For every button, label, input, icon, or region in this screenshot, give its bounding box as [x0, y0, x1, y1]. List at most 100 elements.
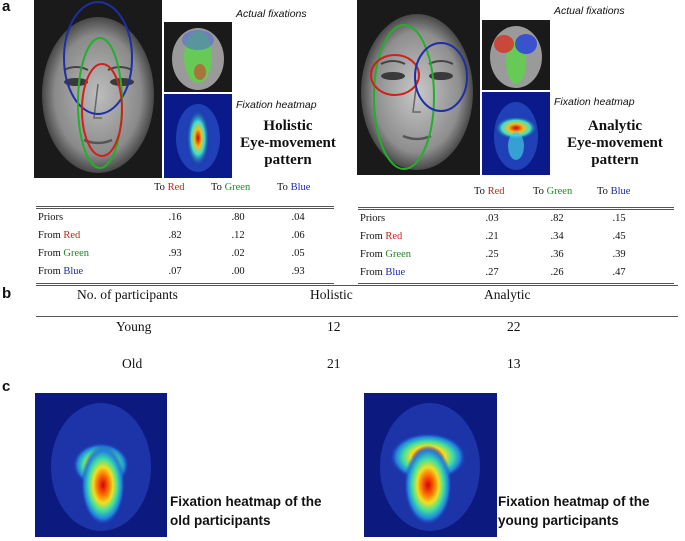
holistic-table-top-rule-2	[36, 208, 334, 209]
participants-row-holistic: 12	[327, 319, 341, 334]
analytic-actual-fixations-label: Actual fixations	[554, 5, 625, 17]
col-header-prefix: To	[474, 186, 485, 197]
holistic-col-header: To Blue	[277, 182, 310, 193]
old-participants-heatmap	[35, 393, 167, 537]
analytic-row-label: From Green	[360, 249, 411, 260]
holistic-heatmap-graphic	[176, 104, 220, 172]
analytic-table-top-rule	[358, 207, 674, 208]
analytic-cell: .27	[485, 267, 499, 278]
holistic-col-header: To Green	[211, 182, 250, 193]
panel-letter-c: c	[2, 378, 11, 395]
col-header-prefix: To	[597, 186, 608, 197]
analytic-cell: .03	[485, 213, 499, 224]
young-heatmap-graphic	[380, 403, 480, 531]
row-label-color-word: Red	[63, 230, 81, 241]
holistic-heatmap-label: Fixation heatmap	[236, 99, 317, 111]
holistic-pattern-title: Holistic Eye-movement pattern	[232, 118, 344, 169]
row-label-color-word: Blue	[63, 266, 84, 277]
analytic-cell: .39	[612, 249, 626, 260]
panel-letter-b: b	[2, 285, 12, 302]
holistic-cell: .93	[168, 248, 182, 259]
row-label-color-word: Green	[385, 249, 412, 260]
holistic-row-label: From Red	[38, 230, 80, 241]
holistic-cell: .05	[291, 248, 305, 259]
col-header-color-word: Red	[167, 182, 185, 193]
participants-row-analytic: 22	[507, 319, 521, 334]
participants-table-top-rule	[36, 285, 678, 286]
holistic-heatmap-image	[164, 94, 232, 178]
holistic-title-line1: Holistic	[263, 118, 313, 134]
row-label-prefix: Priors	[38, 212, 64, 223]
analytic-fixation-dots	[490, 26, 542, 88]
col-header-color-word: Blue	[610, 186, 631, 197]
participants-row-analytic: 13	[507, 356, 521, 371]
participants-header-rule	[36, 316, 678, 317]
holistic-row-label: From Green	[38, 248, 89, 259]
young-caption-line1: Fixation heatmap of the	[498, 494, 650, 509]
row-label-color-word: Green	[63, 248, 90, 259]
col-header-prefix: To	[277, 182, 288, 193]
row-label-prefix: From	[38, 266, 61, 277]
col-header-color-word: Blue	[290, 182, 311, 193]
analytic-cell: .82	[550, 213, 564, 224]
participants-row-holistic: 21	[327, 356, 341, 371]
holistic-cell: .04	[291, 212, 305, 223]
col-header-color-word: Green	[224, 182, 251, 193]
row-label-prefix: From	[360, 249, 383, 260]
holistic-cell: .12	[231, 230, 245, 241]
analytic-col-header: To Green	[533, 186, 572, 197]
participants-row-group: Young	[116, 319, 152, 334]
row-label-prefix: Priors	[360, 213, 386, 224]
analytic-cell: .34	[550, 231, 564, 242]
analytic-col-header: To Red	[474, 186, 504, 197]
young-heatmap-caption: Fixation heatmap of the young participan…	[498, 492, 650, 530]
col-header-prefix: To	[533, 186, 544, 197]
col-header-prefix: To	[211, 182, 222, 193]
holistic-cell: .16	[168, 212, 182, 223]
holistic-cell: .06	[291, 230, 305, 241]
analytic-heatmap-image	[482, 92, 550, 175]
panel-letter-a: a	[2, 0, 11, 15]
row-label-prefix: From	[38, 230, 61, 241]
analytic-face-image	[357, 0, 480, 175]
old-caption-line2: old participants	[170, 513, 271, 528]
old-heatmap-graphic	[51, 403, 151, 531]
holistic-row-label: From Blue	[38, 266, 83, 277]
old-heatmap-caption: Fixation heatmap of the old participants	[170, 492, 322, 530]
analytic-heatmap-label: Fixation heatmap	[554, 96, 635, 108]
holistic-face-image	[34, 0, 162, 178]
analytic-cell: .45	[612, 231, 626, 242]
young-caption-line2: young participants	[498, 513, 619, 528]
holistic-actual-fixations-image	[164, 22, 232, 92]
analytic-cell: .21	[485, 231, 499, 242]
col-header-color-word: Green	[546, 186, 573, 197]
analytic-actual-fixations-image	[482, 20, 550, 90]
holistic-face-graphic	[42, 1, 154, 173]
analytic-pattern-title: Analytic Eye-movement pattern	[556, 118, 674, 169]
analytic-row-label: From Blue	[360, 267, 405, 278]
old-caption-line1: Fixation heatmap of the	[170, 494, 322, 509]
holistic-cell: .02	[231, 248, 245, 259]
analytic-col-header: To Blue	[597, 186, 630, 197]
analytic-heatmap-graphic	[494, 102, 538, 170]
analytic-row-label: Priors	[360, 213, 385, 224]
participants-row-group: Old	[122, 356, 143, 371]
row-label-prefix: From	[38, 248, 61, 259]
participants-header-group: No. of participants	[77, 287, 178, 302]
holistic-cell: .93	[291, 266, 305, 277]
young-participants-heatmap	[364, 393, 497, 537]
col-header-prefix: To	[154, 182, 165, 193]
holistic-row-label: Priors	[38, 212, 63, 223]
col-header-color-word: Red	[487, 186, 505, 197]
holistic-cell: .82	[168, 230, 182, 241]
holistic-fixation-dots	[172, 28, 224, 90]
participants-header-holistic: Holistic	[310, 287, 353, 302]
analytic-cell: .47	[612, 267, 626, 278]
analytic-table-bottom-rule	[358, 283, 674, 284]
analytic-cell: .36	[550, 249, 564, 260]
analytic-cell: .25	[485, 249, 499, 260]
analytic-row-label: From Red	[360, 231, 402, 242]
participants-header-analytic: Analytic	[484, 287, 531, 302]
analytic-title-line3: pattern	[591, 152, 639, 168]
row-label-color-word: Blue	[385, 267, 406, 278]
